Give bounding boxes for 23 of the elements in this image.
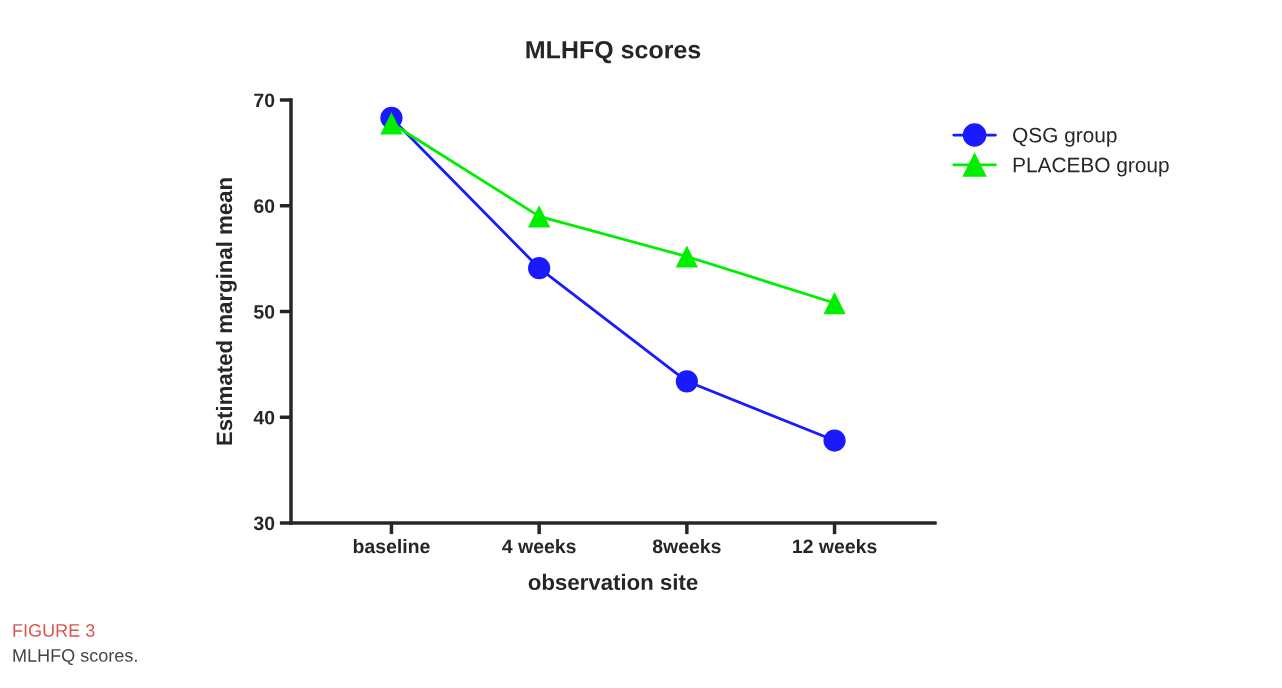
point: [675, 370, 698, 393]
point: [528, 205, 551, 228]
point: [823, 429, 846, 452]
legend-label: PLACEBO group: [1013, 157, 1169, 177]
y-tick-label: 70: [254, 93, 275, 108]
y-tick-label: 50: [254, 304, 275, 319]
x-tick-label: 4 weeks: [502, 538, 576, 554]
y-tick-label: 40: [253, 410, 275, 425]
text: MLHFQ scores.: [13, 649, 137, 666]
chart-title: MLHFQ scores: [526, 40, 701, 64]
x-tick-label: baseline: [353, 538, 430, 554]
point: [675, 245, 698, 268]
legend-label: QSG group: [1013, 127, 1117, 147]
y-axis-title: Estimated marginal mean: [215, 178, 237, 445]
y-tick-label: 30: [253, 516, 275, 531]
x-tick-label: 8weeks: [652, 538, 721, 554]
point: [380, 112, 403, 135]
x-tick-label: 12 weeks: [793, 538, 877, 554]
caption: FIGURE 3: [13, 624, 95, 637]
y-tick-label: 60: [254, 199, 275, 213]
x-axis-title: observation site: [528, 573, 698, 591]
point: [823, 291, 846, 315]
point: [528, 257, 551, 280]
